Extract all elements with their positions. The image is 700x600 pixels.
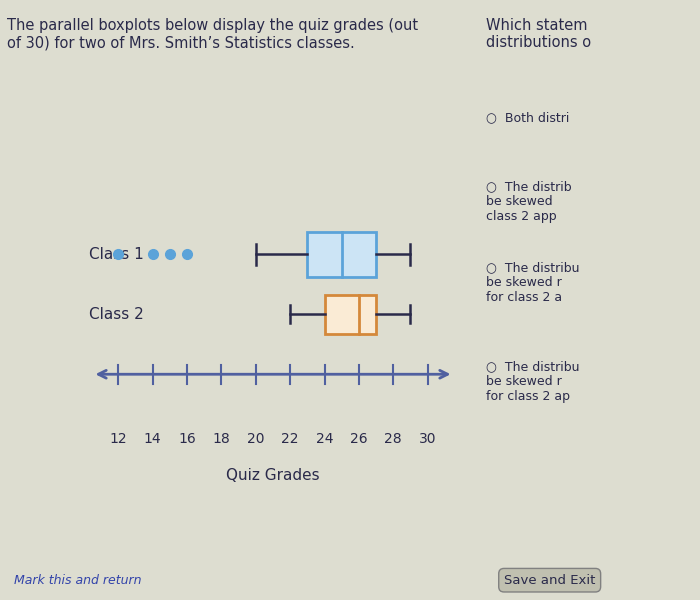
- Text: 22: 22: [281, 432, 299, 446]
- Text: 16: 16: [178, 432, 196, 446]
- Text: Class 1: Class 1: [89, 247, 144, 262]
- Text: Mark this and return: Mark this and return: [14, 574, 141, 587]
- Bar: [307, 232, 376, 277]
- Text: ○  Both distri: ○ Both distri: [486, 111, 570, 124]
- Text: 18: 18: [213, 432, 230, 446]
- Text: 28: 28: [384, 432, 402, 446]
- Text: Save and Exit: Save and Exit: [504, 574, 596, 587]
- Text: 24: 24: [316, 432, 333, 446]
- Text: ○  The distrib
be skewed
class 2 app: ○ The distrib be skewed class 2 app: [486, 180, 572, 223]
- Bar: [325, 295, 376, 334]
- Text: The parallel boxplots below display the quiz grades (out
of 30) for two of Mrs. : The parallel boxplots below display the …: [7, 18, 418, 50]
- Text: 14: 14: [144, 432, 162, 446]
- Text: 26: 26: [350, 432, 368, 446]
- Text: Quiz Grades: Quiz Grades: [226, 468, 320, 483]
- Text: ○  The distribu
be skewed r
for class 2 ap: ○ The distribu be skewed r for class 2 a…: [486, 360, 580, 403]
- Text: 12: 12: [110, 432, 127, 446]
- Text: Which statem
distributions o: Which statem distributions o: [486, 18, 592, 50]
- Text: 30: 30: [419, 432, 436, 446]
- Text: 20: 20: [247, 432, 265, 446]
- Text: ○  The distribu
be skewed r
for class 2 a: ○ The distribu be skewed r for class 2 a: [486, 261, 580, 304]
- Text: Class 2: Class 2: [89, 307, 144, 322]
